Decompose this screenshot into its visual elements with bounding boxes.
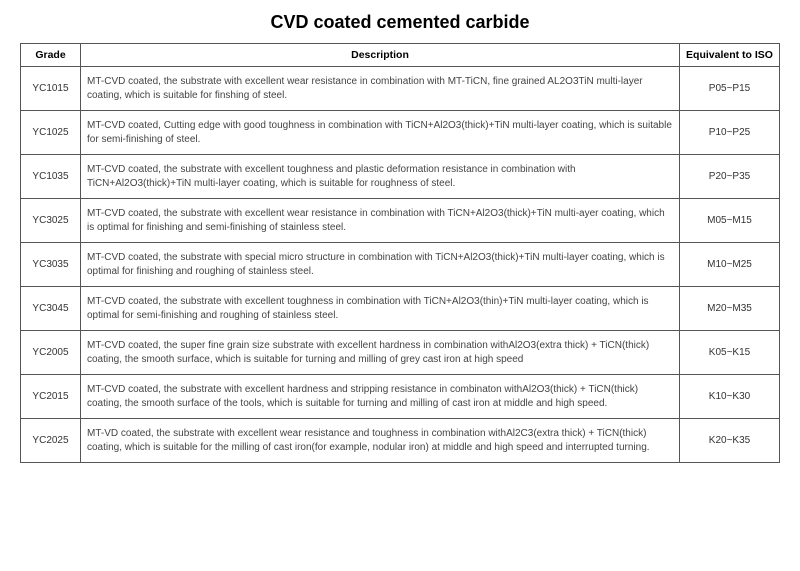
cell-grade: YC1025 xyxy=(21,111,81,155)
table-row: YC2015 MT-CVD coated, the substrate with… xyxy=(21,375,780,419)
cell-description: MT-CVD coated, the substrate with excell… xyxy=(81,287,680,331)
cell-grade: YC2025 xyxy=(21,419,81,463)
cell-grade: YC2005 xyxy=(21,331,81,375)
cell-grade: YC3045 xyxy=(21,287,81,331)
table-header-row: Grade Description Equivalent to ISO xyxy=(21,44,780,67)
cell-iso: K05~K15 xyxy=(680,331,780,375)
cell-description: MT-CVD coated, the substrate with excell… xyxy=(81,67,680,111)
table-row: YC2005 MT-CVD coated, the super fine gra… xyxy=(21,331,780,375)
cell-description: MT-CVD coated, the substrate with specia… xyxy=(81,243,680,287)
cell-description: MT-CVD coated, the super fine grain size… xyxy=(81,331,680,375)
cell-grade: YC3025 xyxy=(21,199,81,243)
table-row: YC3035 MT-CVD coated, the substrate with… xyxy=(21,243,780,287)
table-row: YC2025 MT-VD coated, the substrate with … xyxy=(21,419,780,463)
cell-iso: P10~P25 xyxy=(680,111,780,155)
cell-iso: M20~M35 xyxy=(680,287,780,331)
col-grade: Grade xyxy=(21,44,81,67)
cell-description: MT-CVD coated, the substrate with excell… xyxy=(81,199,680,243)
cell-description: MT-VD coated, the substrate with excelle… xyxy=(81,419,680,463)
table-row: YC1025 MT-CVD coated, Cutting edge with … xyxy=(21,111,780,155)
page-title: CVD coated cemented carbide xyxy=(20,12,780,33)
table-row: YC3025 MT-CVD coated, the substrate with… xyxy=(21,199,780,243)
cell-grade: YC3035 xyxy=(21,243,81,287)
cell-grade: YC1015 xyxy=(21,67,81,111)
cell-iso: K20~K35 xyxy=(680,419,780,463)
cell-iso: P20~P35 xyxy=(680,155,780,199)
cell-description: MT-CVD coated, the substrate with excell… xyxy=(81,375,680,419)
cell-description: MT-CVD coated, the substrate with excell… xyxy=(81,155,680,199)
cvd-table: Grade Description Equivalent to ISO YC10… xyxy=(20,43,780,463)
col-description: Description xyxy=(81,44,680,67)
cell-grade: YC2015 xyxy=(21,375,81,419)
cell-iso: M05~M15 xyxy=(680,199,780,243)
table-row: YC3045 MT-CVD coated, the substrate with… xyxy=(21,287,780,331)
table-row: YC1035 MT-CVD coated, the substrate with… xyxy=(21,155,780,199)
col-iso: Equivalent to ISO xyxy=(680,44,780,67)
table-body: YC1015 MT-CVD coated, the substrate with… xyxy=(21,67,780,463)
table-row: YC1015 MT-CVD coated, the substrate with… xyxy=(21,67,780,111)
cell-grade: YC1035 xyxy=(21,155,81,199)
cell-iso: K10~K30 xyxy=(680,375,780,419)
cell-iso: M10~M25 xyxy=(680,243,780,287)
cell-description: MT-CVD coated, Cutting edge with good to… xyxy=(81,111,680,155)
cell-iso: P05~P15 xyxy=(680,67,780,111)
